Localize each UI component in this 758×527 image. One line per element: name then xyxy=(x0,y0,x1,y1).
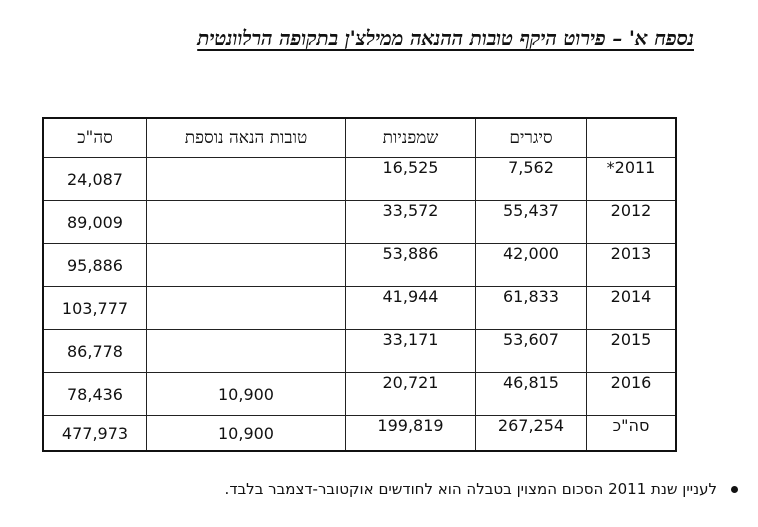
cell-champagne: 33,572 xyxy=(345,200,476,244)
cell-champagne: 53,886 xyxy=(345,243,476,287)
cell-champagne: 199,819 xyxy=(345,415,476,452)
cell-cigars: 267,254 xyxy=(475,415,587,452)
header-year xyxy=(586,117,677,158)
cell-year: 2012 xyxy=(586,200,677,244)
cell-total: 103,777 xyxy=(42,286,147,330)
cell-extra-benefits xyxy=(146,329,346,373)
cell-cigars: 53,607 xyxy=(475,329,587,373)
table-total-row: סה"כ 267,254 199,819 10,900 477,973 xyxy=(42,415,677,452)
cell-total: 24,087 xyxy=(42,157,147,201)
header-total: סה"כ xyxy=(42,117,147,158)
table-row: 2012 55,437 33,572 89,009 xyxy=(42,200,677,244)
cell-year: 2011* xyxy=(586,157,677,201)
cell-year: 2016 xyxy=(586,372,677,416)
page-title: נספח א' – פירוט היקף טובות ההנאה ממילצ'ן… xyxy=(197,26,694,50)
cell-cigars: 61,833 xyxy=(475,286,587,330)
bullet-icon xyxy=(731,485,738,493)
cell-champagne: 16,525 xyxy=(345,157,476,201)
cell-extra-benefits xyxy=(146,157,346,201)
cell-total: 477,973 xyxy=(42,415,147,452)
table-row: 2015 53,607 33,171 86,778 xyxy=(42,329,677,373)
table-row: 2016 46,815 20,721 10,900 78,436 xyxy=(42,372,677,416)
cell-year: 2015 xyxy=(586,329,677,373)
cell-cigars: 7,562 xyxy=(475,157,587,201)
cell-year: 2013 xyxy=(586,243,677,287)
cell-champagne: 41,944 xyxy=(345,286,476,330)
cell-champagne: 20,721 xyxy=(345,372,476,416)
cell-extra-benefits xyxy=(146,200,346,244)
cell-cigars: 55,437 xyxy=(475,200,587,244)
table-row: 2011* 7,562 16,525 24,087 xyxy=(42,157,677,201)
cell-total: 95,886 xyxy=(42,243,147,287)
cell-total: 78,436 xyxy=(42,372,147,416)
cell-year: סה"כ xyxy=(586,415,677,452)
cell-extra-benefits: 10,900 xyxy=(146,415,346,452)
benefits-table: סיגרים שמפניות טובות הנאה נוספת סה"כ 201… xyxy=(42,117,677,452)
header-cigars: סיגרים xyxy=(475,117,587,158)
header-champagne: שמפניות xyxy=(345,117,476,158)
cell-total: 89,009 xyxy=(42,200,147,244)
table-row: 2013 42,000 53,886 95,886 xyxy=(42,243,677,287)
footnote: לעניין שנת 2011 הסכום המצוין בטבלה הוא ל… xyxy=(225,480,738,498)
table-row: 2014 61,833 41,944 103,777 xyxy=(42,286,677,330)
table-header-row: סיגרים שמפניות טובות הנאה נוספת סה"כ xyxy=(42,117,677,158)
cell-cigars: 46,815 xyxy=(475,372,587,416)
cell-extra-benefits xyxy=(146,286,346,330)
cell-champagne: 33,171 xyxy=(345,329,476,373)
header-extra-benefits: טובות הנאה נוספת xyxy=(146,117,346,158)
cell-extra-benefits: 10,900 xyxy=(146,372,346,416)
cell-total: 86,778 xyxy=(42,329,147,373)
cell-extra-benefits xyxy=(146,243,346,287)
footnote-text: לעניין שנת 2011 הסכום המצוין בטבלה הוא ל… xyxy=(224,480,717,498)
cell-year: 2014 xyxy=(586,286,677,330)
cell-cigars: 42,000 xyxy=(475,243,587,287)
